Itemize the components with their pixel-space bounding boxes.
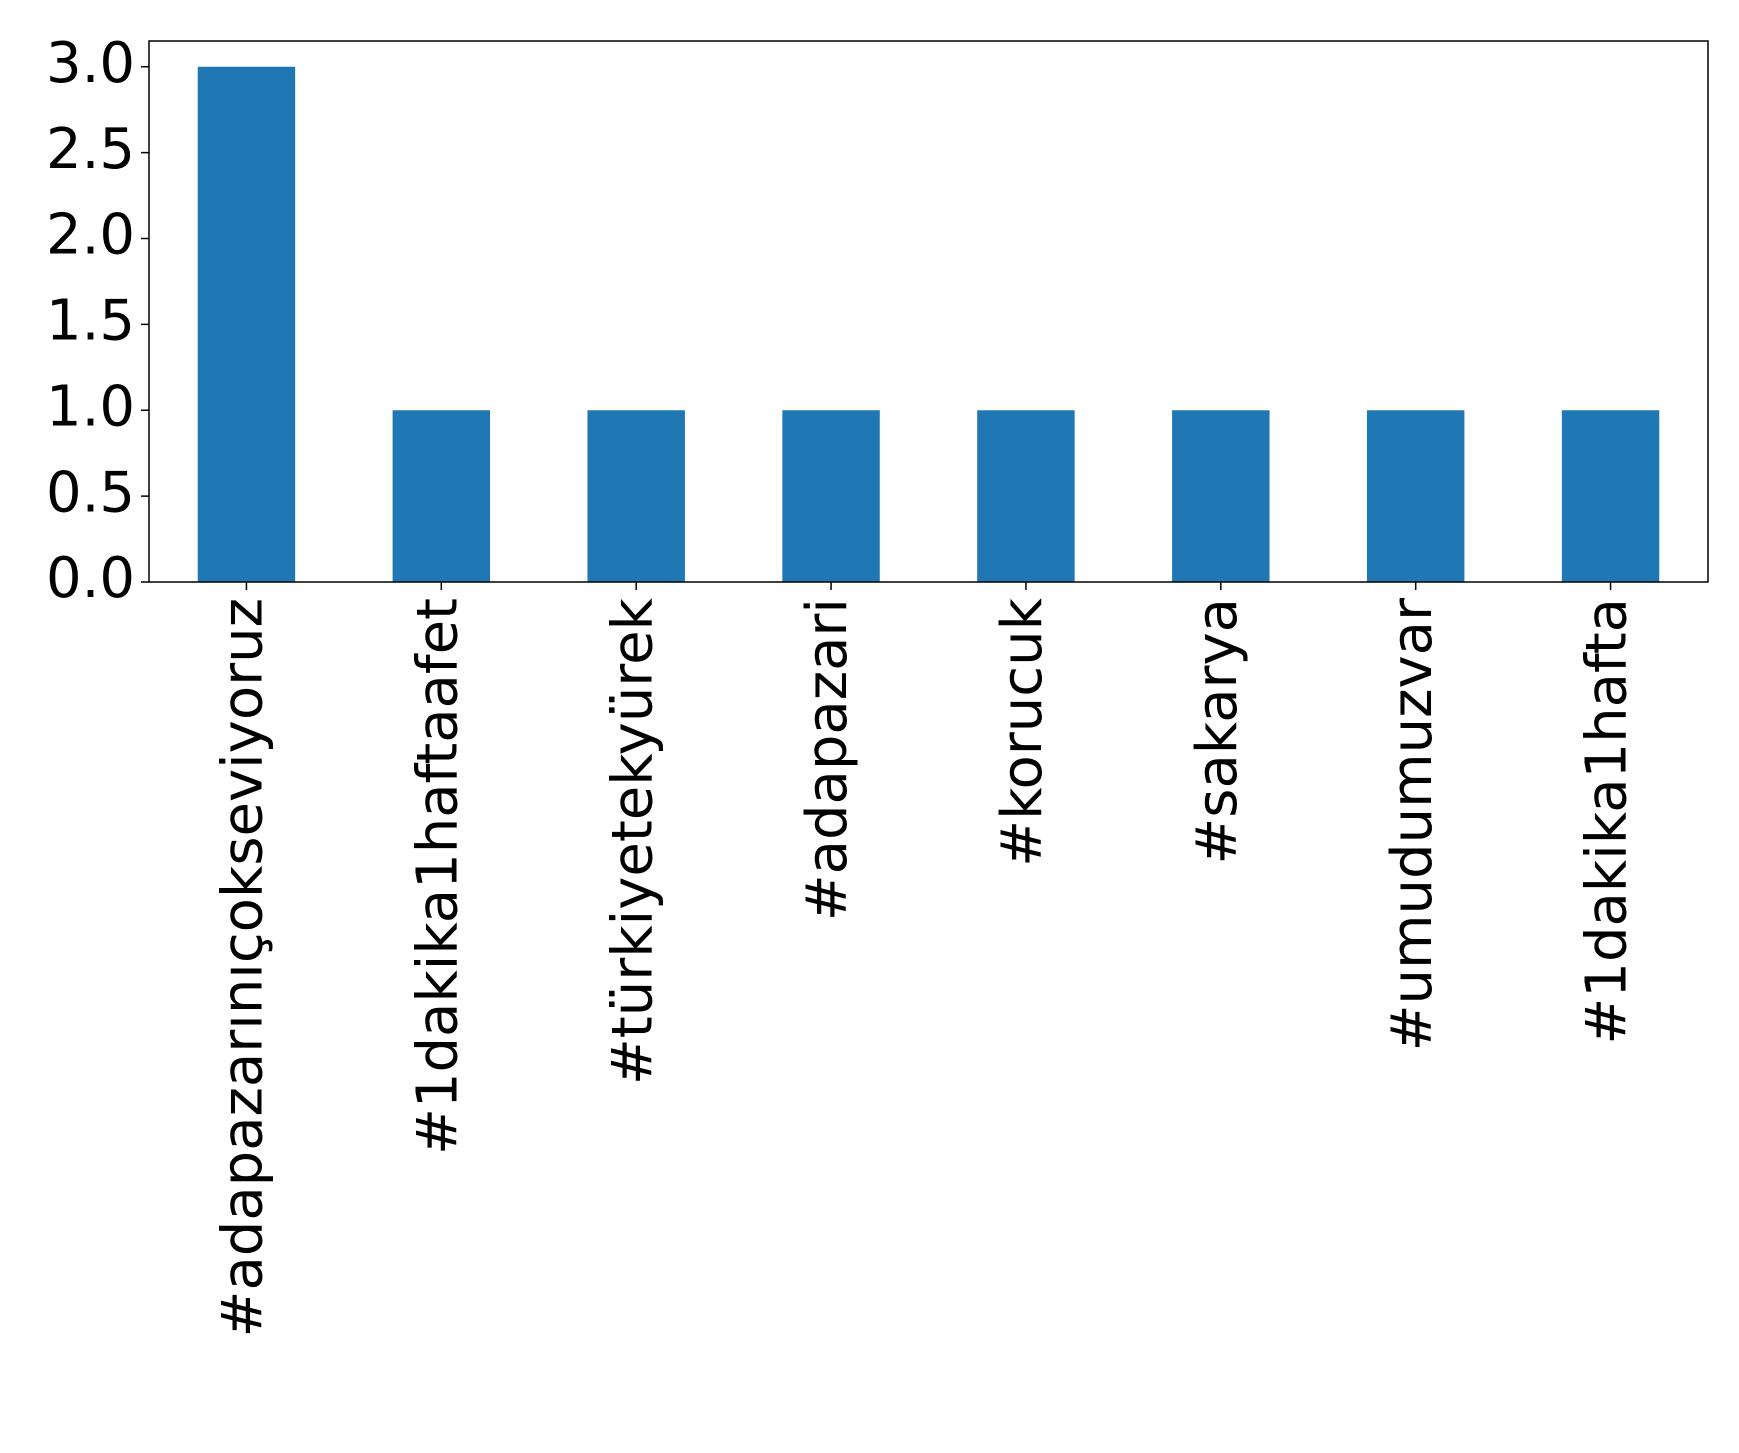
x-tick-label: #umudumuzvar bbox=[1380, 597, 1445, 1051]
bar bbox=[392, 410, 491, 582]
bar bbox=[782, 410, 880, 582]
x-tick-label: #1dakika1haftaafet bbox=[405, 598, 470, 1155]
y-tick-label: 2.5 bbox=[46, 117, 135, 182]
y-tick-label: 1.0 bbox=[46, 374, 135, 439]
y-tick-label: 3.0 bbox=[46, 31, 135, 96]
x-tick-label: #türkiyetekyürek bbox=[600, 597, 665, 1085]
x-tick-label: #korucuk bbox=[990, 597, 1055, 866]
bar bbox=[977, 410, 1075, 582]
plot-frame bbox=[148, 40, 1709, 583]
x-tick-label: #adapazari bbox=[795, 598, 860, 921]
bar bbox=[1561, 410, 1660, 582]
y-tick-label: 0.5 bbox=[46, 460, 135, 525]
bar bbox=[197, 66, 296, 582]
y-tick-label: 2.0 bbox=[46, 203, 135, 268]
x-tick-label: #sakarya bbox=[1185, 598, 1250, 865]
y-tick-label: 1.5 bbox=[46, 289, 135, 354]
bar bbox=[1172, 410, 1270, 582]
bar bbox=[1366, 410, 1465, 582]
x-tick-label: #1dakika1hafta bbox=[1575, 598, 1640, 1045]
bar bbox=[587, 410, 685, 582]
y-tick-label: 0.0 bbox=[46, 546, 135, 611]
x-tick-label: #adapazarınıçokseviyoruz bbox=[211, 598, 276, 1337]
